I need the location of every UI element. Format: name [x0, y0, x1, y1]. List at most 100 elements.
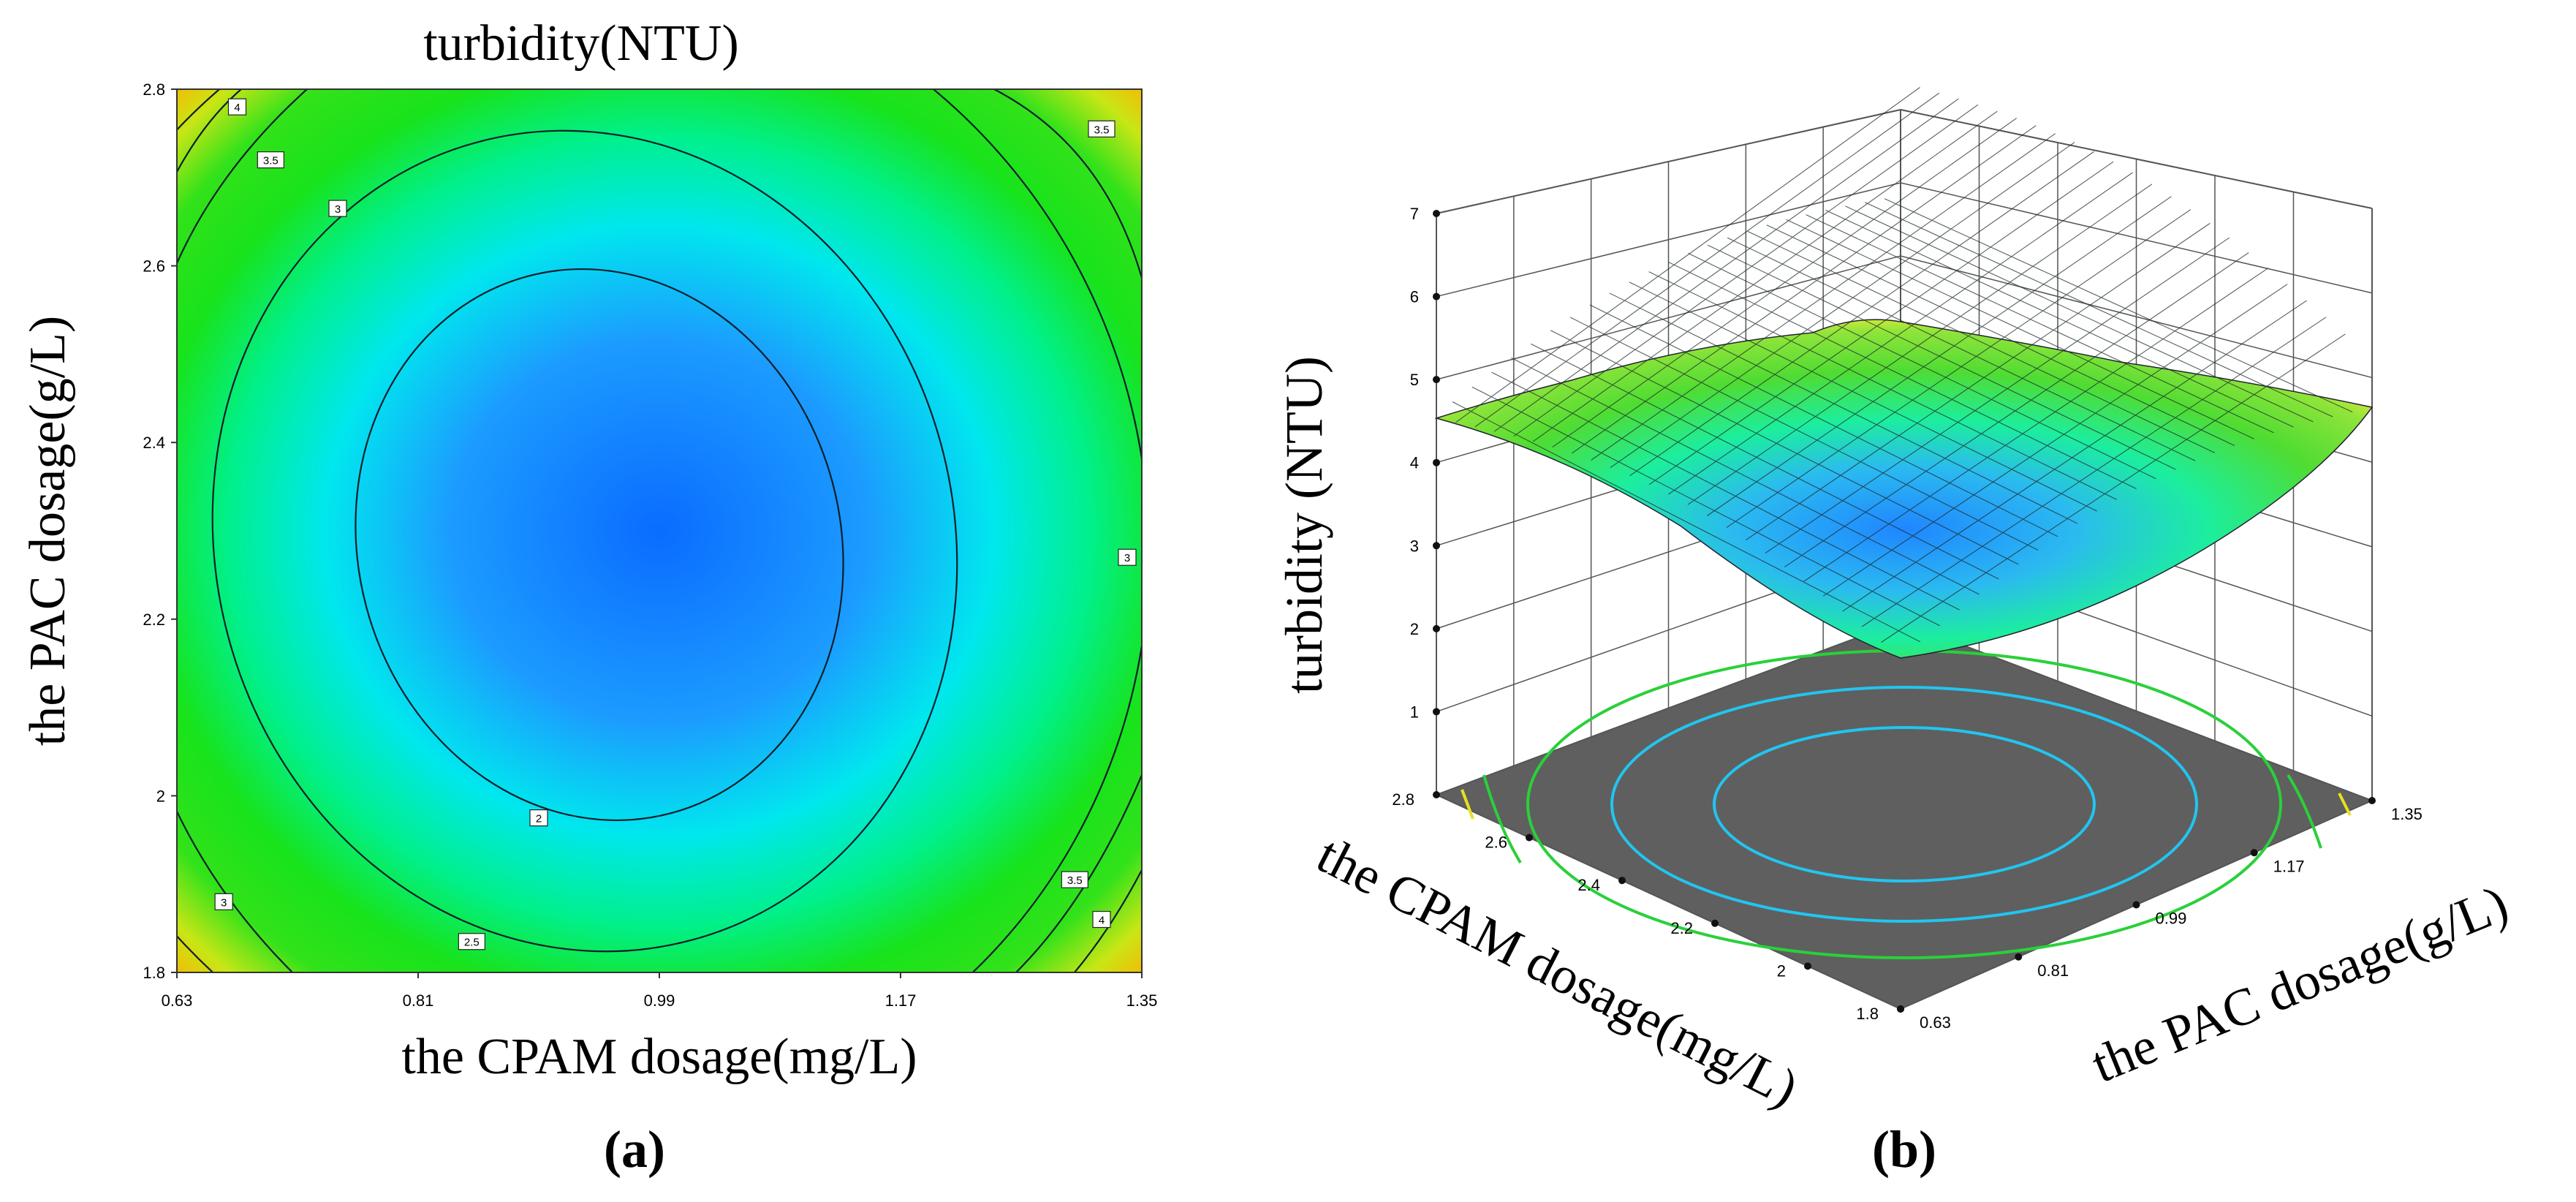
mesh-line: [1455, 87, 1920, 423]
mesh-line: [1688, 252, 2156, 480]
y-axis-ticks: 1.8 2 2.2 2.4 2.6 2.8: [143, 80, 177, 982]
pac-tick-dot: [2132, 901, 2140, 909]
contour-labels: 4 3.5 3 3.5 3 2 2.5 3 3.5 4: [214, 98, 1137, 950]
cpam-tick-label: 2.6: [1485, 834, 1507, 852]
mesh-line: [1822, 284, 2288, 597]
z-tick-dot: [1433, 624, 1440, 632]
pac-tick-label: 0.99: [2156, 910, 2187, 928]
pac-axis-label-3d: the PAC dosage(g/L): [2083, 874, 2515, 1094]
mesh-line: [1726, 209, 2192, 529]
z-tick-dot: [1433, 292, 1440, 300]
contour-lines: [177, 89, 1142, 972]
contour-label-text: 4: [234, 102, 240, 114]
pac-tick-dot: [2368, 797, 2376, 804]
mesh-line: [1845, 205, 2314, 423]
mesh-line: [1609, 292, 2078, 524]
mesh-line: [1727, 237, 2196, 461]
contour-line-4-topleft: [177, 89, 242, 173]
contour-label: 3.5: [257, 151, 284, 169]
z-tick-dot: [1433, 708, 1440, 716]
y-tick-label: 2.6: [143, 257, 165, 276]
contour-label-text: 2: [536, 813, 542, 825]
mesh-line: [1648, 161, 2114, 485]
contour-label: 3.5: [1088, 120, 1115, 137]
mesh-line: [1511, 358, 1980, 595]
z-tick-label: 5: [1410, 371, 1419, 389]
z-tick-dot: [1433, 458, 1440, 466]
z-tick-label: 1: [1410, 703, 1419, 721]
z-tick-dot: [1433, 376, 1440, 384]
contour-label-box: [529, 809, 548, 827]
wall-grid-line: [1436, 182, 2373, 298]
mesh-line: [1591, 133, 2056, 461]
floor-contour-inner: [1713, 726, 2096, 882]
z-tick-label: 4: [1410, 454, 1419, 472]
x-tick-label: 0.63: [162, 991, 193, 1010]
wall-grid-line: [1436, 109, 2373, 214]
wall-grid-line: [1436, 255, 2373, 380]
y-tick-label: 1.8: [143, 964, 165, 982]
cpam-tick-label: 2.4: [1577, 876, 1600, 894]
mesh-line: [1452, 401, 1921, 643]
contour-line-3-5-topleft: [177, 89, 308, 264]
contour-label-text: 3.5: [1067, 874, 1083, 887]
contour-label: 4: [1092, 910, 1111, 929]
x-axis-ticks: 0.63 0.81 0.99 1.17 1.35: [162, 972, 1158, 1010]
panel-b-caption: (b): [1872, 1120, 1936, 1179]
contour-label-box: [1088, 120, 1115, 137]
mesh-line: [1513, 104, 1979, 437]
cpam-tick-dot: [1804, 962, 1811, 970]
z-tick-label: 2: [1410, 620, 1419, 638]
pac-tick-label: 0.81: [2037, 961, 2069, 980]
cpam-tick-dot: [1433, 791, 1440, 798]
y-tick-label: 2.8: [143, 80, 165, 99]
contour-label-text: 3: [335, 203, 341, 216]
contour-label: 2.5: [458, 933, 485, 950]
cpam-tick-dot: [1618, 877, 1626, 885]
contour-fill: [177, 89, 1142, 972]
contour-label-box: [214, 893, 233, 910]
pac-tick-dot: [2015, 953, 2023, 961]
pac-tick-dot: [2250, 849, 2258, 857]
surface-mesh: [1452, 87, 2353, 643]
y-tick-label: 2.2: [143, 611, 165, 629]
floor-contour-corner-right: [2287, 774, 2322, 849]
cpam-tick-label: 2.2: [1670, 919, 1693, 937]
mesh-line: [1629, 151, 2094, 477]
floor-contour-corner-left: [1482, 774, 1522, 864]
y-tick-label: 2: [156, 787, 165, 805]
z-tick-label: 6: [1410, 288, 1419, 306]
cpam-tick-dot: [1711, 919, 1719, 927]
mesh-line: [1842, 300, 2307, 612]
mesh-line: [1648, 271, 2117, 500]
contour-label: 4: [227, 98, 247, 116]
y-axis-label: the PAC dosage(g/L): [20, 316, 76, 746]
mesh-line: [1803, 268, 2269, 582]
mesh-line: [1610, 142, 2075, 469]
cpam-tick-label: 1.8: [1856, 1005, 1879, 1023]
contour-line-3: [177, 89, 1142, 972]
panel-b-surface-plot: 1 2 3 4 5 6 7 2.8 2.6 2.4 2.2 2 1.8 0.63 0.81 0.99 1.1…: [1275, 87, 2516, 1179]
mesh-line: [1668, 172, 2133, 495]
y-tick-label: 2.4: [143, 434, 165, 452]
contour-label-box: [257, 151, 284, 169]
z-tick-dot: [1433, 210, 1440, 217]
x-axis-label: the CPAM dosage(mg/L): [401, 1029, 917, 1085]
floor-contour-corner-yellow-l: [1461, 789, 1474, 820]
x-tick-label: 1.35: [1126, 991, 1158, 1010]
mesh-line: [1786, 219, 2254, 439]
contour-label: 2: [529, 809, 548, 827]
z-tick-dot: [1433, 542, 1440, 550]
contour-label-box: [1118, 548, 1137, 566]
mesh-line: [1668, 262, 2137, 489]
mesh-line: [1861, 317, 2327, 627]
mesh-line: [1474, 92, 1940, 428]
mesh-line: [1806, 214, 2274, 434]
contour-line-2: [355, 268, 844, 821]
contour-label: 3: [328, 200, 347, 217]
mesh-line: [1494, 98, 1959, 432]
contour-label: 3.5: [1061, 871, 1088, 888]
contour-label-box: [227, 98, 247, 116]
